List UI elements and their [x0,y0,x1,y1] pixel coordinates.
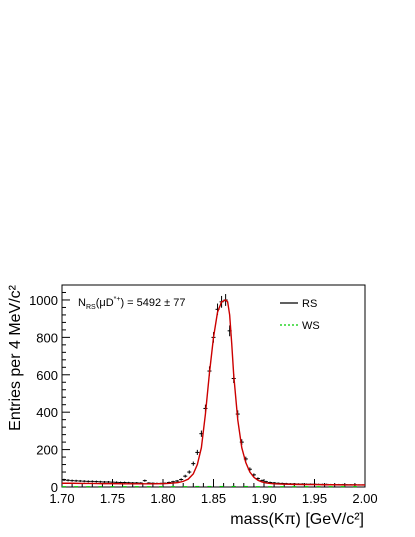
ws-point [98,486,103,488]
ws-point [292,486,297,488]
y-tick-label: 0 [51,480,58,495]
ws-point [110,486,115,488]
ws-point [255,486,260,488]
rs-point [175,479,180,483]
ws-point [171,486,176,488]
x-tick-label: 1.75 [100,491,125,506]
ws-point [328,486,333,488]
ws-point [340,486,345,488]
x-tick-label: 1.70 [49,491,74,506]
rs-point [74,479,79,482]
ws-point [316,486,321,488]
ws-point [268,486,273,488]
rs-point [78,479,83,483]
ws-point [231,485,236,487]
x-tick-label: 1.85 [201,491,226,506]
rs-point [94,480,99,483]
series-ws [62,485,357,488]
x-tick-label: 1.80 [150,491,175,506]
y-tick-label: 1000 [29,293,58,308]
yield-value: ) = 5492 ± 77 [120,297,185,309]
series-fit [62,299,365,486]
rs-point [62,478,67,482]
yield-annotation: NRS(μD*+) = 5492 ± 77 [78,296,186,311]
ws-point [62,486,67,488]
rs-point [142,479,147,482]
fit-curve [62,299,365,486]
rs-point [98,480,103,483]
rs-point [110,481,115,484]
x-tick-label: 1.90 [251,491,276,506]
axis-tick-labels: 1.70 1.75 1.80 1.85 1.90 1.95 2.00 0 200 400 600 80… [29,293,378,506]
yield-label: N [78,297,86,309]
ws-point [146,486,151,488]
rs-point [191,461,196,466]
rs-point [66,479,71,482]
legend-ws-label: WS [302,320,320,332]
rs-point [90,480,95,483]
rs-point [114,481,119,484]
legend-rs-label: RS [302,298,317,310]
y-tick-label: 600 [36,368,58,383]
axis-ticks [61,284,366,488]
rs-point [106,480,111,483]
plot-frame [61,284,366,488]
rs-point [183,474,188,478]
ws-point [134,486,139,488]
ws-point [280,486,285,488]
legend: RS WS [280,298,320,332]
ws-point [158,486,163,488]
y-axis-label: Entries per 4 MeV/c² [7,284,24,431]
ws-point [207,485,212,487]
ws-point [86,486,91,488]
rs-point [179,478,184,481]
ws-point [352,486,357,488]
yield-mid: (μD [96,297,114,309]
yield-subscript: RS [86,304,96,311]
rs-point [102,480,107,483]
ws-point [122,486,127,488]
rs-point [82,480,87,483]
ws-point [219,485,224,487]
ws-point [74,486,79,488]
y-tick-label: 200 [36,443,58,458]
ws-point [243,485,248,487]
y-tick-label: 400 [36,405,58,420]
x-tick-label: 2.00 [352,491,377,506]
x-axis-label: mass(Kπ) [GeV/c²] [230,511,364,528]
ws-point [183,486,188,488]
series-layer [62,294,365,488]
ws-point [195,485,200,487]
rs-point [70,479,75,482]
rs-point [187,470,192,474]
y-tick-label: 800 [36,330,58,345]
x-tick-label: 1.95 [302,491,327,506]
ws-point [304,486,309,488]
yield-superscript: *+ [114,296,121,303]
rs-point [195,449,200,455]
rs-point [86,480,91,483]
